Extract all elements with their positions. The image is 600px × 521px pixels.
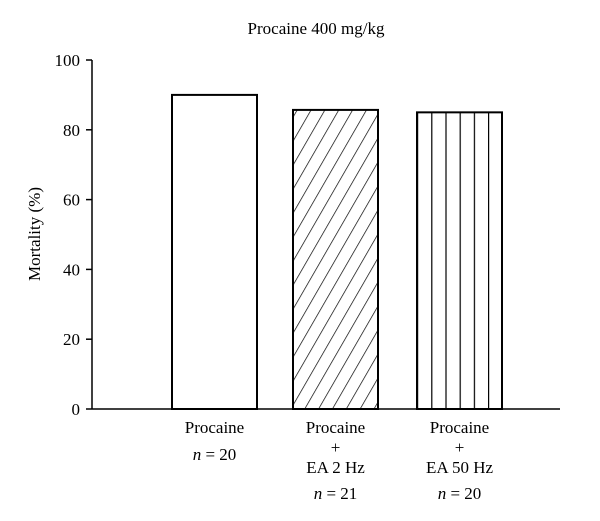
n-value: = 20 [201,445,236,464]
n-symbol: n [314,484,323,503]
y-tick-label: 0 [72,400,81,419]
n-symbol: n [438,484,447,503]
n-symbol: n [193,445,202,464]
x-category-label: Procaine [185,418,244,437]
chart-title: Procaine 400 mg/kg [248,19,385,38]
sample-size-label: n = 21 [314,484,358,503]
x-category-label: EA 2 Hz [306,458,365,477]
bar [171,93,258,411]
y-tick-label: 20 [63,330,80,349]
x-category-label: Procaine [306,418,365,437]
y-tick-label: 80 [63,121,80,140]
y-tick-label: 100 [55,51,81,70]
n-value: = 20 [446,484,481,503]
y-tick-label: 60 [63,191,80,210]
sample-size-label: n = 20 [438,484,482,503]
bar [416,111,503,410]
x-category-label: + [455,438,465,457]
x-category-label: EA 50 Hz [426,458,494,477]
y-tick-label: 40 [63,260,80,279]
x-category-label: Procaine [430,418,489,437]
y-axis-label: Mortality (%) [25,187,44,281]
x-category-label: + [331,438,341,457]
bar [292,108,379,410]
sample-size-label: n = 20 [193,445,237,464]
n-value: = 21 [322,484,357,503]
